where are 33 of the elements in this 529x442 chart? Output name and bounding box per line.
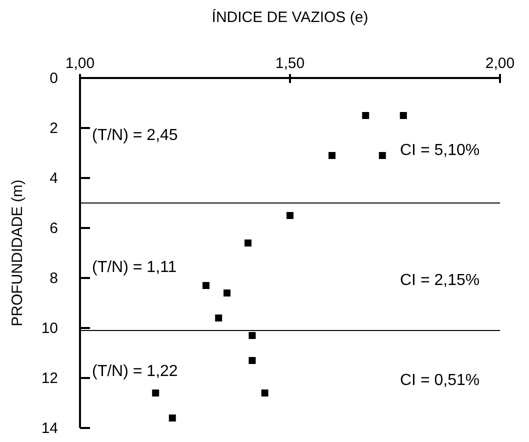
y-tick-label: 2 [50,120,58,137]
y-tick-label: 10 [41,320,58,337]
point [248,332,256,339]
y-tick-label: 4 [50,170,58,187]
y-tick-label: 0 [50,70,58,87]
point [244,240,252,246]
x-axis-title: ÍNDICE DE VAZIOS (e) [212,8,368,26]
x-tick-label: 1,00 [65,55,95,72]
point [224,290,230,296]
annotation: CI = 0,51% [400,372,480,389]
point [362,112,370,119]
annotation: (T/N) = 1,11 [92,259,177,276]
y-tick-label: 8 [50,270,58,287]
y-tick-label: 12 [41,370,58,387]
y-tick-label: 14 [41,420,58,437]
y-axis-title: PROFUNDIDADE (m) [9,180,26,326]
x-tick-label: 1,50 [275,55,305,72]
point [215,314,222,322]
point [152,390,160,396]
point [378,152,386,159]
point [286,212,294,219]
x-tick-label: 2,00 [485,55,515,72]
point [328,152,336,159]
point [261,390,268,396]
point [248,357,256,364]
annotation: (T/N) = 2,45 [92,127,178,144]
y-tick-label: 6 [50,220,58,237]
point [168,414,176,422]
annotation: CI = 2,15% [400,272,480,289]
point [400,112,407,119]
point [202,282,210,289]
annotation: (T/N) = 1,22 [92,363,178,380]
annotation: CI = 5,10% [400,142,480,159]
